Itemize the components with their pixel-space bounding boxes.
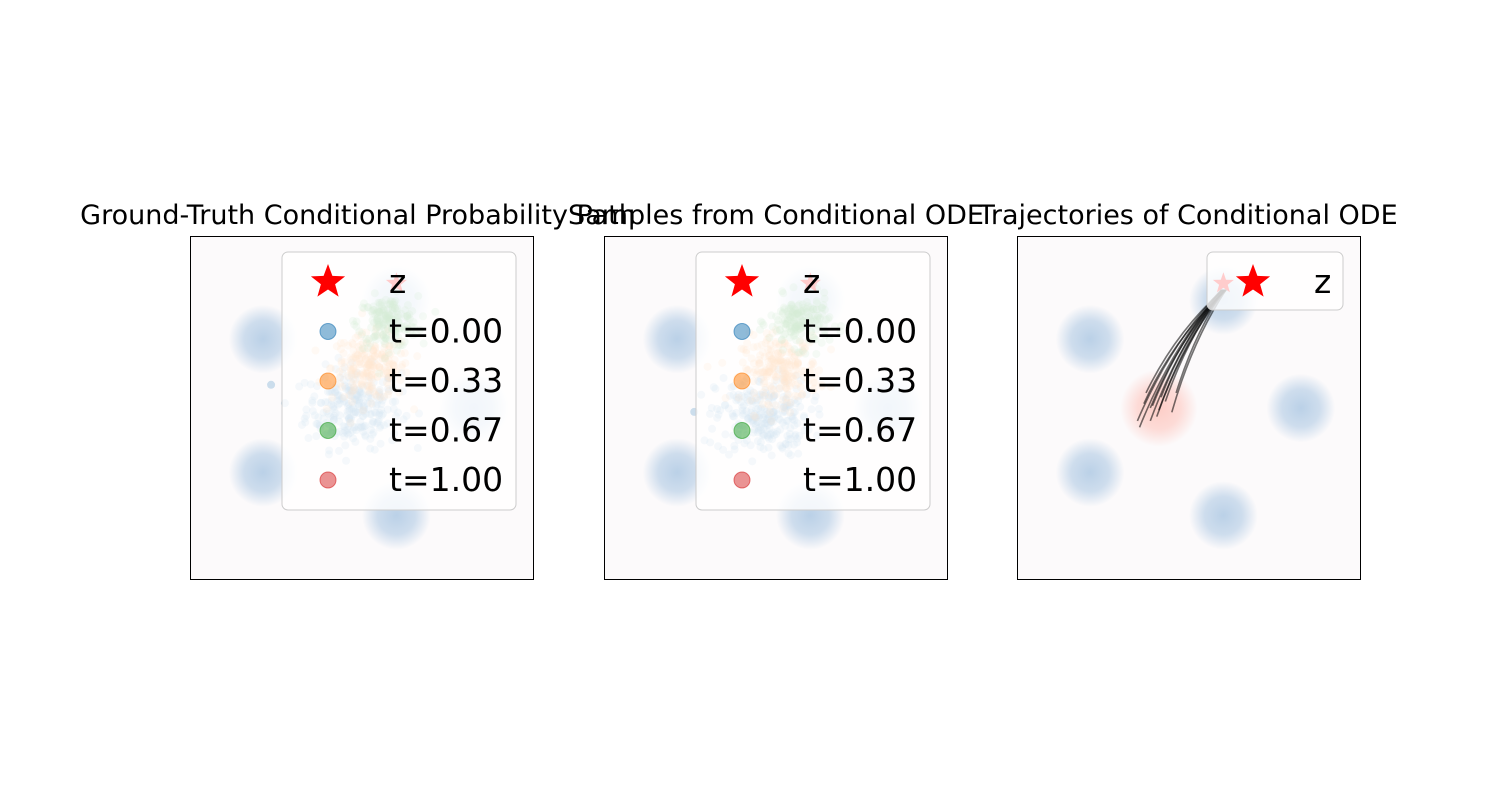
plot-frame <box>604 236 948 580</box>
legend-label: t=0.67 <box>389 411 503 450</box>
legend-marker-3 <box>319 422 337 439</box>
panel-title-0: Ground-Truth Conditional Probability Pat… <box>80 200 636 231</box>
legend-star-icon <box>1235 264 1271 297</box>
legend-label: t=0.00 <box>389 312 503 351</box>
legend-label: z <box>1314 262 1331 301</box>
density-mode-0 <box>1055 304 1125 374</box>
legend: z t=0.00 t=0.33 t=0.67 t=1.00 <box>695 251 931 511</box>
legend-label: t=0.67 <box>803 411 917 450</box>
density-mode-4 <box>1266 373 1336 443</box>
legend-marker-4 <box>733 471 751 489</box>
density-mode-0 <box>228 304 298 374</box>
legend-label: z <box>803 262 820 301</box>
legend-star-icon <box>310 264 346 297</box>
legend-label: t=1.00 <box>803 460 917 499</box>
legend-marker-1 <box>319 323 337 340</box>
legend-box <box>695 251 931 511</box>
panel-title-1: Samples from Conditional ODE <box>568 200 984 231</box>
density-mode-3 <box>1189 481 1258 550</box>
density-mode-1 <box>1055 438 1125 507</box>
legend-label: t=0.33 <box>389 361 503 400</box>
density-mode-0 <box>642 304 712 374</box>
legend-box <box>281 251 517 511</box>
chart-panel-2: z <box>1017 236 1361 580</box>
legend-label: t=1.00 <box>389 460 503 499</box>
point <box>267 380 276 389</box>
legend-marker-2 <box>319 372 337 390</box>
chart-panel-0: z t=0.00 t=0.33 t=0.67 t=1.00 <box>190 236 534 580</box>
density-mode-1 <box>228 438 298 507</box>
legend: z t=0.00 t=0.33 t=0.67 t=1.00 <box>281 251 517 511</box>
plot-frame <box>190 236 534 580</box>
density-mode-1 <box>642 438 712 507</box>
legend-star-icon <box>724 264 760 297</box>
legend: z <box>1206 251 1344 311</box>
legend-marker-3 <box>733 422 751 439</box>
panel-title-2: Trajectories of Conditional ODE <box>978 200 1398 231</box>
legend-marker-2 <box>733 372 751 390</box>
legend-marker-4 <box>319 471 337 489</box>
legend-label: t=0.00 <box>803 312 917 351</box>
chart-panel-1: z t=0.00 t=0.33 t=0.67 t=1.00 <box>604 236 948 580</box>
legend-label: z <box>389 262 406 301</box>
plot-frame <box>1017 236 1361 580</box>
legend-label: t=0.33 <box>803 361 917 400</box>
legend-marker-1 <box>733 323 751 340</box>
legend-box <box>1206 251 1344 311</box>
